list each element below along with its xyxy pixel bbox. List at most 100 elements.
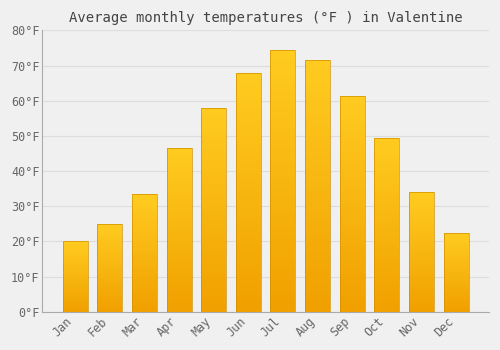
Bar [444,304,468,306]
Bar [201,169,226,173]
Bar [62,308,88,309]
Bar [340,308,364,312]
Bar [201,189,226,194]
Bar [374,270,400,273]
Bar [201,222,226,226]
Bar [236,102,261,106]
Bar [270,280,295,286]
Bar [374,183,400,187]
Bar [270,118,295,123]
Bar [236,264,261,269]
Bar [236,163,261,168]
Bar [166,256,192,259]
Bar [98,234,122,236]
Bar [132,206,157,208]
Bar [305,302,330,307]
Bar [340,108,364,113]
Bar [236,116,261,120]
Bar [305,136,330,141]
Bar [166,243,192,246]
Bar [444,234,468,236]
Bar [305,211,330,216]
Bar [374,239,400,242]
Bar [305,292,330,297]
Bar [305,221,330,226]
Bar [409,199,434,202]
Bar [340,96,364,100]
Bar [340,165,364,169]
Bar [444,285,468,287]
Bar [270,254,295,259]
Bar [305,156,330,161]
Bar [409,269,434,271]
Bar [374,242,400,246]
Bar [305,60,330,65]
Bar [62,241,88,243]
Bar [236,221,261,226]
Bar [270,92,295,97]
Bar [166,204,192,207]
Bar [444,245,468,247]
Bar [98,293,122,294]
Bar [98,264,122,266]
Bar [270,97,295,102]
Bar [98,256,122,257]
Bar [409,271,434,274]
Bar [236,149,261,154]
Bar [374,284,400,287]
Bar [166,168,192,171]
Bar [62,285,88,287]
Bar [132,220,157,222]
Bar [444,294,468,296]
Bar [270,207,295,212]
Bar [305,191,330,196]
Bar [166,253,192,256]
Bar [340,303,364,308]
Bar [374,194,400,197]
Bar [374,232,400,235]
Bar [236,130,261,135]
Bar [166,230,192,233]
Bar [340,186,364,191]
Bar [270,233,295,238]
Bar [62,289,88,291]
Bar [270,50,295,55]
Bar [340,299,364,303]
Bar [305,241,330,246]
Bar [62,248,88,250]
Bar [340,173,364,178]
Bar [236,97,261,102]
Bar [270,107,295,113]
Bar [62,299,88,301]
Bar [340,260,364,264]
Bar [444,279,468,280]
Bar [444,240,468,242]
Bar [62,303,88,305]
Bar [340,221,364,225]
Bar [444,266,468,267]
Bar [340,147,364,152]
Bar [444,233,468,312]
Bar [409,261,434,264]
Bar [201,251,226,255]
Bar [305,80,330,85]
Bar [166,191,192,194]
Bar [270,275,295,280]
Bar [270,217,295,223]
Bar [305,171,330,176]
Bar [340,130,364,134]
Bar [236,245,261,250]
Bar [409,223,434,226]
Bar [444,298,468,299]
Bar [409,231,434,233]
Bar [166,237,192,240]
Bar [409,216,434,218]
Bar [98,236,122,238]
Bar [270,149,295,155]
Bar [166,233,192,237]
Bar [374,155,400,159]
Bar [236,82,261,87]
Bar [374,207,400,211]
Bar [444,306,468,307]
Bar [340,199,364,204]
